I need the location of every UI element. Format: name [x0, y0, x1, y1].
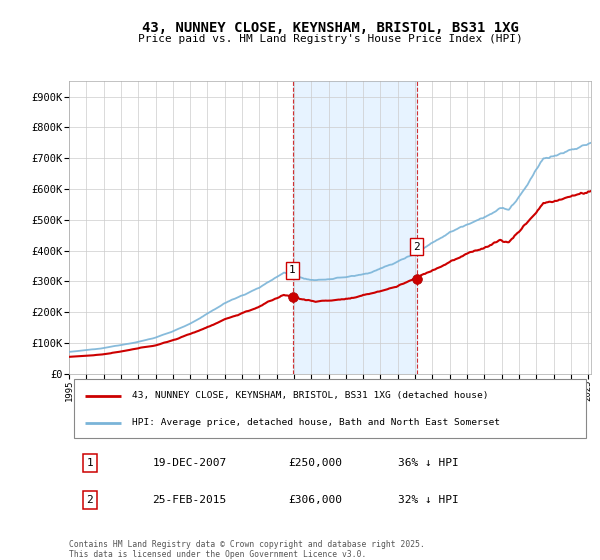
Bar — [293, 81, 416, 374]
Text: 1: 1 — [289, 265, 296, 276]
FancyBboxPatch shape — [74, 379, 586, 438]
Text: 43, NUNNEY CLOSE, KEYNSHAM, BRISTOL, BS31 1XG: 43, NUNNEY CLOSE, KEYNSHAM, BRISTOL, BS3… — [142, 21, 518, 35]
Text: Contains HM Land Registry data © Crown copyright and database right 2025.
This d: Contains HM Land Registry data © Crown c… — [69, 540, 425, 559]
Text: 43, NUNNEY CLOSE, KEYNSHAM, BRISTOL, BS31 1XG (detached house): 43, NUNNEY CLOSE, KEYNSHAM, BRISTOL, BS3… — [131, 391, 488, 400]
Text: 1: 1 — [86, 458, 93, 468]
Text: 32% ↓ HPI: 32% ↓ HPI — [398, 495, 458, 505]
Text: 19-DEC-2007: 19-DEC-2007 — [152, 458, 227, 468]
Text: £306,000: £306,000 — [288, 495, 342, 505]
Text: 2: 2 — [413, 241, 420, 251]
Text: 2: 2 — [86, 495, 93, 505]
Text: 36% ↓ HPI: 36% ↓ HPI — [398, 458, 458, 468]
Text: HPI: Average price, detached house, Bath and North East Somerset: HPI: Average price, detached house, Bath… — [131, 418, 500, 427]
Text: £250,000: £250,000 — [288, 458, 342, 468]
Text: 25-FEB-2015: 25-FEB-2015 — [152, 495, 227, 505]
Text: Price paid vs. HM Land Registry's House Price Index (HPI): Price paid vs. HM Land Registry's House … — [137, 34, 523, 44]
